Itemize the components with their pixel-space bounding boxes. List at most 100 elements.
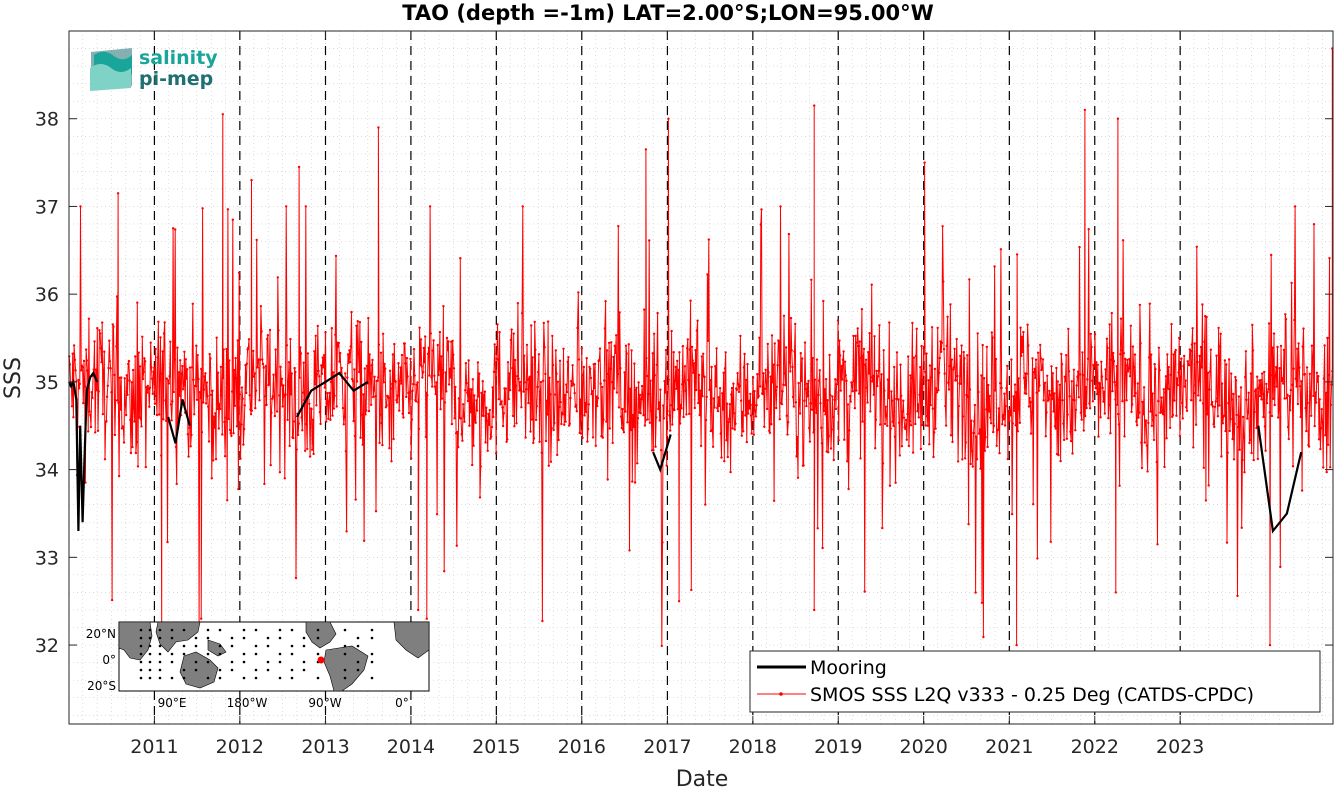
smos-point xyxy=(280,377,284,380)
smos-point xyxy=(238,393,241,396)
smos-point xyxy=(98,332,102,335)
smos-point xyxy=(579,432,583,435)
smos-point xyxy=(804,387,807,391)
smos-point xyxy=(459,417,463,420)
smos-point xyxy=(143,357,146,360)
smos-point xyxy=(647,392,650,396)
smos-point xyxy=(1058,383,1062,386)
smos-point xyxy=(619,415,623,418)
smos-point xyxy=(961,415,965,418)
smos-point xyxy=(1122,352,1126,355)
smos-point xyxy=(1316,380,1319,384)
smos-point xyxy=(1306,401,1309,405)
inset-mooring-dot xyxy=(206,660,210,664)
smos-point xyxy=(1269,374,1272,377)
smos-point xyxy=(322,354,326,357)
smos-point xyxy=(869,410,872,413)
smos-point xyxy=(644,418,647,422)
smos-point xyxy=(774,388,777,392)
smos-point xyxy=(457,397,461,400)
smos-point xyxy=(512,332,515,335)
smos-point xyxy=(316,324,319,328)
smos-point xyxy=(820,442,824,445)
inset-mooring-dot xyxy=(278,676,282,680)
smos-point xyxy=(1128,357,1131,361)
smos-point xyxy=(336,345,340,348)
smos-point xyxy=(379,413,382,416)
smos-point xyxy=(587,403,590,406)
smos-point xyxy=(899,363,902,366)
smos-point xyxy=(742,430,745,433)
smos-point xyxy=(496,323,499,326)
smos-point xyxy=(175,482,178,486)
smos-point xyxy=(192,378,195,381)
inset-lon-tick: 90°E xyxy=(158,696,187,710)
inset-lat-tick: 20°N xyxy=(86,627,116,641)
smos-point xyxy=(1003,424,1007,427)
inset-mooring-dot xyxy=(278,628,282,632)
smos-point xyxy=(1238,448,1241,451)
smos-point xyxy=(709,379,712,382)
smos-point xyxy=(798,401,801,405)
smos-point xyxy=(1145,419,1148,422)
inset-mooring-dot xyxy=(278,660,282,664)
chart-title: TAO (depth =-1m) LAT=2.00°S;LON=95.00°W xyxy=(402,1,934,25)
smos-point xyxy=(1288,394,1291,398)
smos-point xyxy=(266,337,269,341)
smos-point xyxy=(1119,353,1122,356)
inset-mooring-dot xyxy=(290,652,294,656)
smos-point xyxy=(723,367,727,370)
smos-point xyxy=(237,487,240,491)
smos-point xyxy=(351,380,355,383)
smos-point xyxy=(1025,392,1028,395)
smos-point xyxy=(808,426,811,430)
smos-point xyxy=(209,357,212,360)
smos-point xyxy=(1079,411,1083,414)
smos-point xyxy=(718,404,721,408)
smos-point xyxy=(361,443,364,446)
smos-point xyxy=(580,347,583,350)
smos-point xyxy=(252,375,256,378)
smos-point xyxy=(167,379,170,382)
smos-point xyxy=(1283,397,1286,400)
smos-point xyxy=(112,325,115,328)
smos-point xyxy=(1097,435,1100,438)
smos-point xyxy=(1230,398,1234,401)
smos-point xyxy=(1120,349,1123,352)
smos-point xyxy=(952,368,955,371)
smos-point xyxy=(567,356,570,359)
smos-point xyxy=(1194,384,1197,387)
smos-point xyxy=(1272,397,1275,400)
smos-point xyxy=(955,337,958,341)
smos-point xyxy=(568,422,571,425)
smos-point xyxy=(209,393,213,397)
smos-point xyxy=(400,353,404,357)
smos-point xyxy=(701,395,704,398)
smos-point xyxy=(531,356,534,359)
smos-point xyxy=(934,427,937,430)
smos-point xyxy=(467,359,470,362)
smos-point xyxy=(652,449,655,452)
smos-point xyxy=(1045,411,1048,414)
smos-point xyxy=(266,334,270,337)
smos-point xyxy=(394,380,397,383)
smos-point xyxy=(520,406,523,409)
smos-point xyxy=(326,392,329,395)
smos-point xyxy=(1214,400,1218,403)
smos-point xyxy=(617,225,620,228)
smos-point xyxy=(419,338,423,341)
inset-mooring-dot xyxy=(158,644,162,648)
smos-point xyxy=(1176,383,1180,387)
smos-point xyxy=(999,248,1003,251)
smos-point xyxy=(814,402,817,405)
smos-point xyxy=(1126,370,1130,373)
smos-point xyxy=(706,273,709,276)
smos-point xyxy=(329,418,332,421)
smos-point xyxy=(900,445,904,448)
inset-lon-tick: 180°W xyxy=(227,696,268,710)
y-axis-label: SSS xyxy=(1,357,26,399)
smos-point xyxy=(278,471,282,474)
smos-point xyxy=(1225,541,1229,544)
smos-point xyxy=(678,422,682,425)
smos-point xyxy=(120,427,124,430)
